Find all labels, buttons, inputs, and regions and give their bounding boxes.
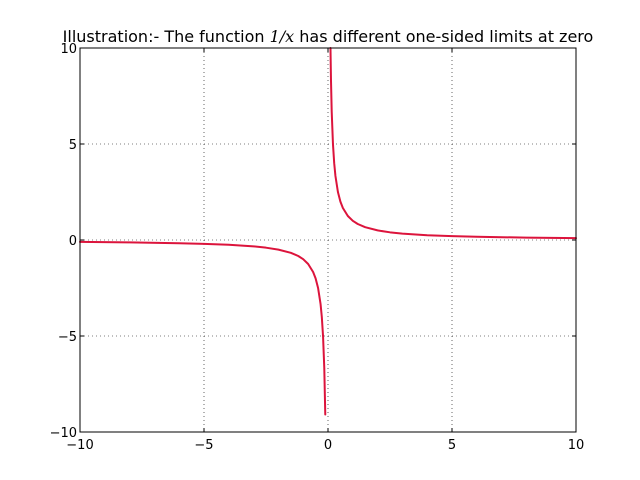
curve-branch-negative: [79, 240, 327, 416]
curve-layer: [79, 47, 577, 416]
chart-title-math: 1/x: [270, 27, 295, 46]
x-tick-label: 5: [448, 438, 456, 453]
x-tick-labels: −10 −5 0 5 10: [66, 438, 584, 453]
x-tick-label: −10: [66, 438, 93, 453]
y-tick-label: 0: [69, 234, 77, 249]
x-tick-label: 0: [324, 438, 332, 453]
tick-marks: [79, 47, 577, 433]
chart-title-prefix: Illustration:- The function: [63, 27, 270, 46]
chart-title-suffix: has different one-sided limits at zero: [294, 27, 593, 46]
y-tick-label: 5: [69, 138, 77, 153]
curve-branch-positive: [329, 47, 577, 240]
y-tick-label: −5: [58, 330, 77, 345]
x-tick-label: 10: [568, 438, 585, 453]
chart-title: Illustration:- The function 1/x has diff…: [63, 27, 594, 46]
y-tick-labels: −10 −5 0 5 10: [50, 42, 77, 441]
y-tick-label: −10: [50, 426, 77, 441]
grid-lines: [80, 48, 576, 432]
x-tick-label: −5: [194, 438, 213, 453]
y-tick-label: 10: [60, 42, 77, 57]
